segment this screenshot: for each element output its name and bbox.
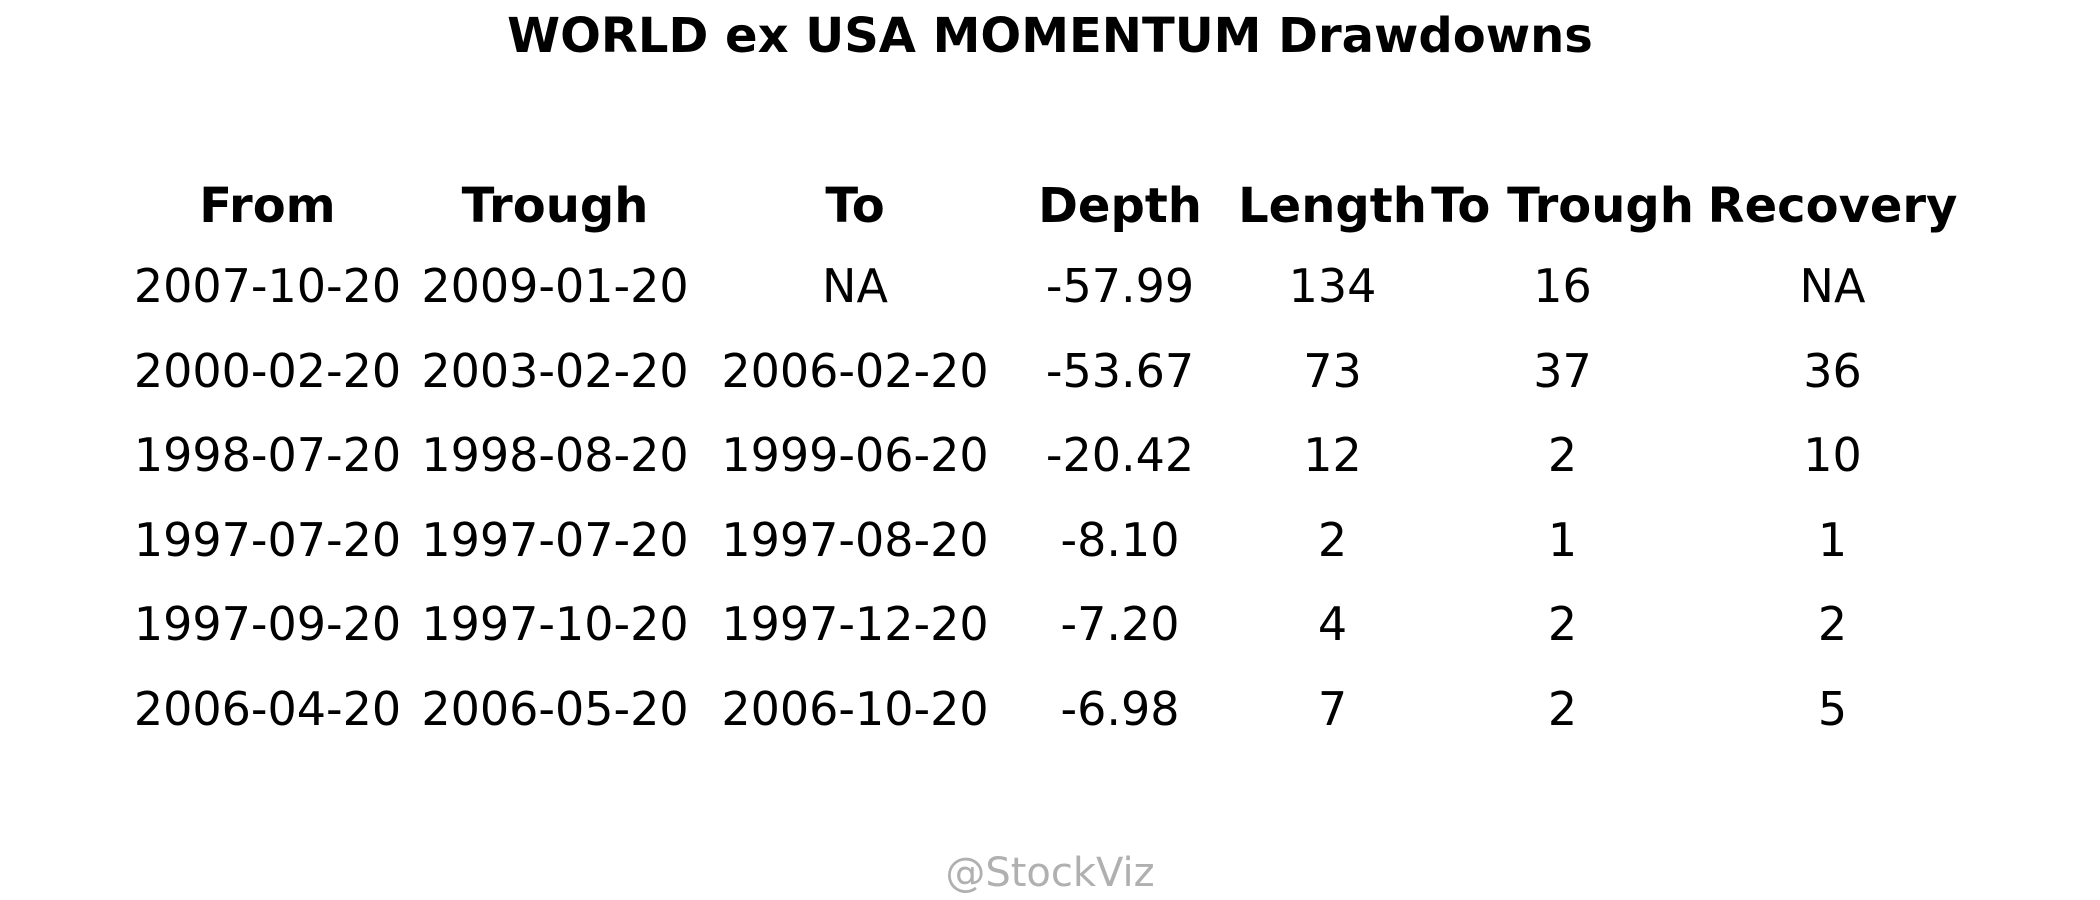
table-cell: 12 bbox=[1303, 428, 1362, 483]
table-cell: 2009-01-20 bbox=[421, 259, 689, 314]
table-cell: 1999-06-20 bbox=[721, 428, 989, 483]
header-row: From Trough To Depth Length To Trough Recovery bbox=[130, 168, 1970, 244]
table-row: 1998-07-20 1998-08-20 1999-06-20 -20.42 12 2 1… bbox=[130, 413, 1970, 498]
table-cell: 1998-07-20 bbox=[133, 428, 402, 483]
table-row: 1997-09-20 1997-10-20 1997-12-20 -7.20 4 2 2 bbox=[130, 582, 1970, 667]
table-row: 2007-10-20 2009-01-20 NA -57.99 134 16 NA bbox=[130, 244, 1970, 329]
table-cell: 2003-02-20 bbox=[421, 343, 689, 398]
table-cell: 1 bbox=[1547, 512, 1578, 567]
table-cell: 1 bbox=[1817, 512, 1848, 567]
column-header: Depth bbox=[1038, 178, 1202, 234]
column-header: Length bbox=[1238, 178, 1427, 234]
table-cell: 73 bbox=[1303, 343, 1362, 398]
table-cell: 1997-08-20 bbox=[721, 512, 989, 567]
table-row: 2000-02-20 2003-02-20 2006-02-20 -53.67 73 37… bbox=[130, 329, 1970, 414]
table-cell: -8.10 bbox=[1060, 512, 1180, 567]
table-cell: NA bbox=[1799, 259, 1866, 314]
table-row: 2006-04-20 2006-05-20 2006-10-20 -6.98 7 2 5 bbox=[130, 667, 1970, 752]
table-cell: 37 bbox=[1533, 343, 1592, 398]
table-cell: 7 bbox=[1317, 681, 1348, 736]
table-cell: 2 bbox=[1547, 428, 1578, 483]
table-cell: NA bbox=[822, 259, 888, 314]
table-cell: 2006-04-20 bbox=[133, 681, 402, 736]
table-cell: 1997-12-20 bbox=[721, 597, 989, 652]
table-cell: -7.20 bbox=[1060, 597, 1180, 652]
table-cell: 36 bbox=[1803, 343, 1862, 398]
table-cell: 2 bbox=[1547, 681, 1578, 736]
table-cell: -6.98 bbox=[1060, 681, 1180, 736]
table-cell: 16 bbox=[1533, 259, 1592, 314]
column-header: To Trough bbox=[1431, 178, 1694, 234]
table-cell: 1997-09-20 bbox=[133, 597, 402, 652]
table-cell: 2006-05-20 bbox=[421, 681, 689, 736]
table-body: 2007-10-20 2009-01-20 NA -57.99 134 16 NA 2000-… bbox=[130, 244, 1970, 751]
table-cell: 2006-02-20 bbox=[721, 343, 989, 398]
table-cell: 5 bbox=[1817, 681, 1848, 736]
chart-title: WORLD ex USA MOMENTUM Drawdowns bbox=[507, 8, 1593, 64]
table-cell: 1997-10-20 bbox=[421, 597, 689, 652]
table-cell: 2006-10-20 bbox=[721, 681, 989, 736]
table-cell: -57.99 bbox=[1045, 259, 1195, 314]
table-cell: 2 bbox=[1817, 597, 1848, 652]
table-cell: 2000-02-20 bbox=[133, 343, 402, 398]
table-cell: 1997-07-20 bbox=[421, 512, 689, 567]
table-cell: 1998-08-20 bbox=[421, 428, 689, 483]
watermark: @StockViz bbox=[945, 850, 1155, 896]
table-cell: 2007-10-20 bbox=[133, 259, 402, 314]
table-cell: -53.67 bbox=[1045, 343, 1195, 398]
table-cell: 1997-07-20 bbox=[133, 512, 402, 567]
table-cell: 2 bbox=[1317, 512, 1348, 567]
column-header: To bbox=[825, 178, 885, 234]
table-cell: 2 bbox=[1547, 597, 1578, 652]
table-cell: 4 bbox=[1317, 597, 1348, 652]
column-header: Recovery bbox=[1707, 178, 1958, 234]
table-cell: 10 bbox=[1803, 428, 1862, 483]
column-header: From bbox=[199, 178, 336, 234]
table-cell: -20.42 bbox=[1045, 428, 1195, 483]
table-row: 1997-07-20 1997-07-20 1997-08-20 -8.10 2 1 1 bbox=[130, 498, 1970, 583]
column-header: Trough bbox=[461, 178, 649, 234]
drawdowns-table: From Trough To Depth Length To Trough Recovery… bbox=[130, 168, 1970, 751]
table-cell: 134 bbox=[1288, 259, 1377, 314]
